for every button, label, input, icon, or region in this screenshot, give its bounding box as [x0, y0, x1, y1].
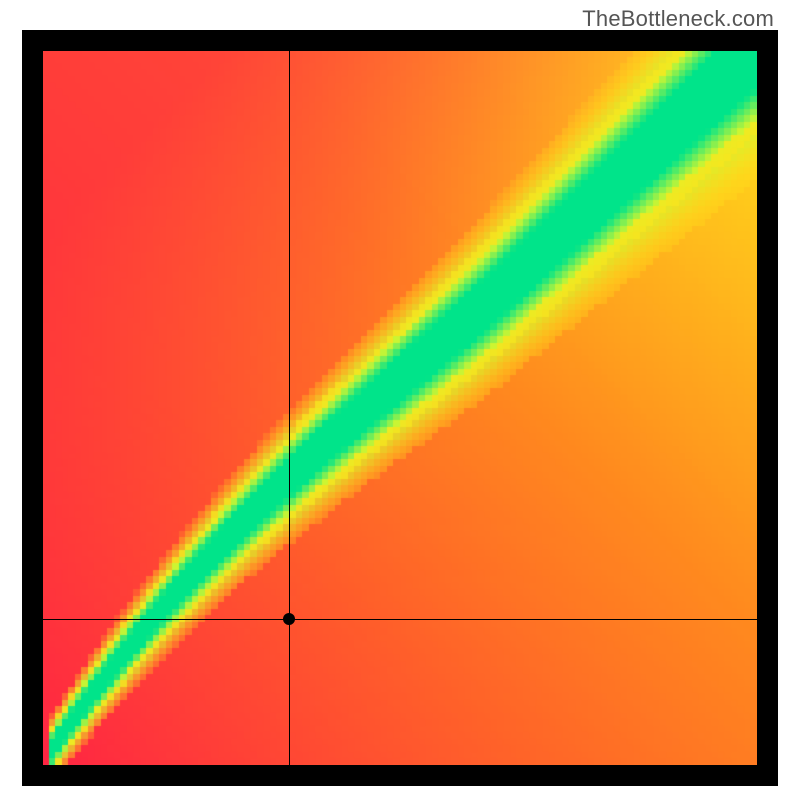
- watermark-text: TheBottleneck.com: [582, 6, 774, 32]
- crosshair-vertical: [289, 51, 290, 765]
- heatmap-plot: [43, 51, 757, 765]
- crosshair-horizontal: [43, 619, 757, 620]
- chart-container: TheBottleneck.com: [0, 0, 800, 800]
- crosshair-marker: [283, 613, 295, 625]
- chart-frame: [22, 30, 778, 786]
- heatmap-canvas: [43, 51, 757, 765]
